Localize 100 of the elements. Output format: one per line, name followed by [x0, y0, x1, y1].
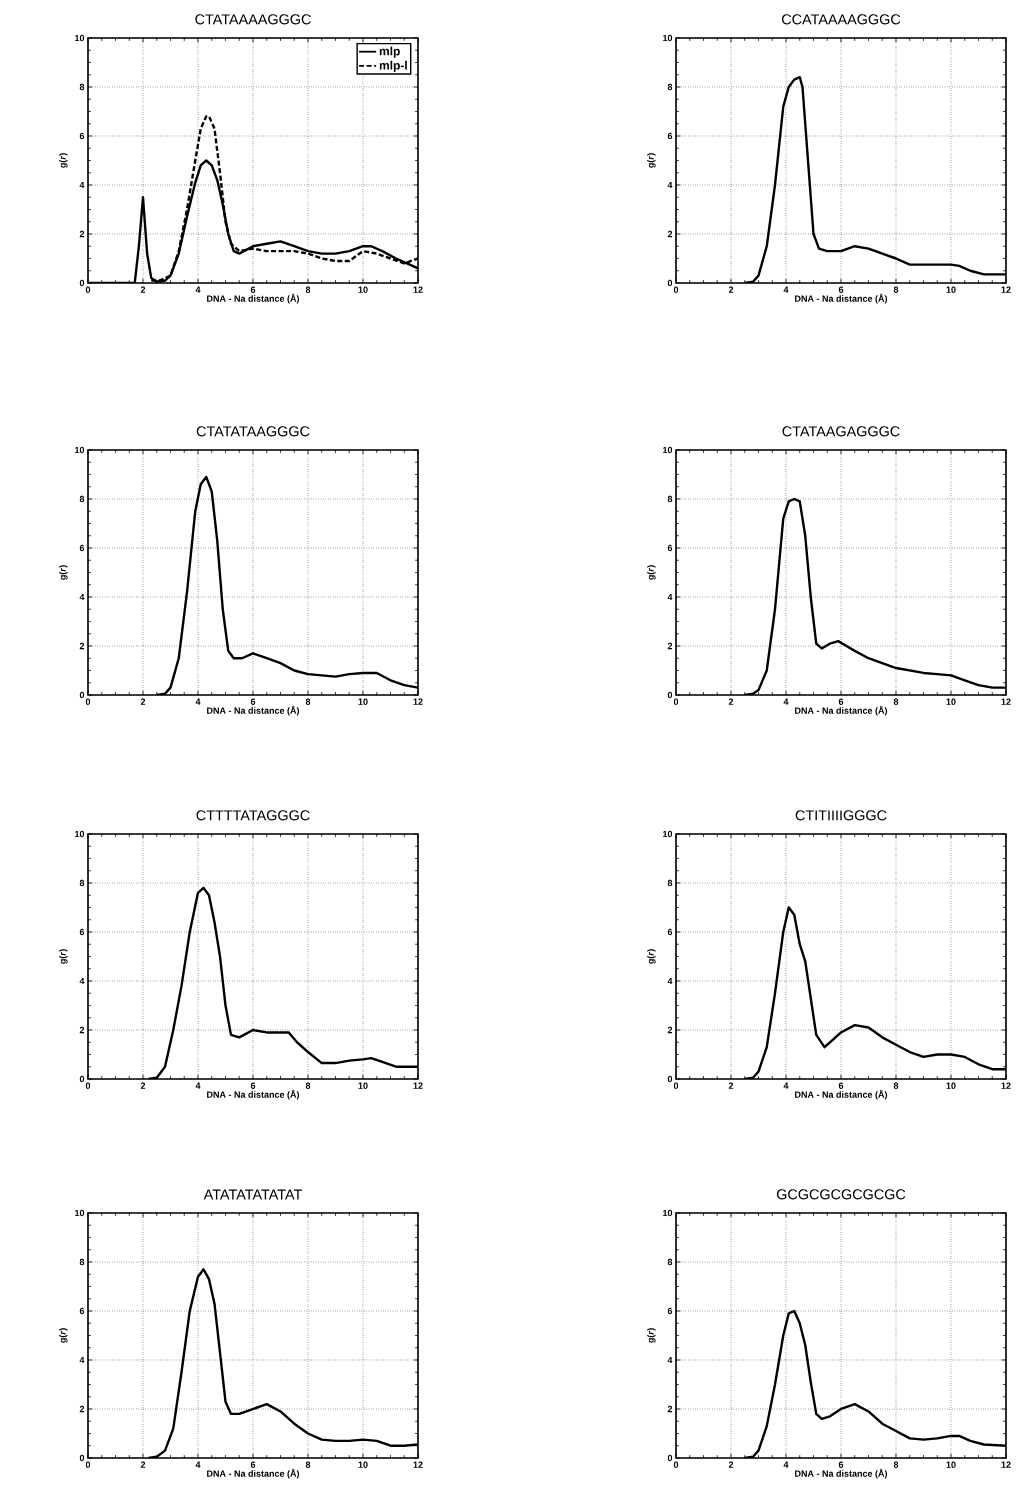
x-tick-label: 12 [413, 286, 423, 293]
y-tick-label: 10 [663, 830, 673, 838]
x-tick-label: 6 [838, 698, 844, 705]
y-tick-label: 2 [79, 230, 85, 238]
y-tick-label: 0 [79, 1454, 85, 1462]
x-tick-label: 0 [85, 286, 91, 293]
y-tick-label: 0 [79, 691, 85, 699]
x-tick-label: 6 [838, 1082, 844, 1089]
y-tick-label: 2 [79, 1026, 85, 1034]
x-tick-label: 10 [946, 698, 956, 705]
x-tick-label: 10 [358, 1082, 368, 1089]
y-tick-label: 6 [79, 132, 85, 140]
x-tick-label: 6 [250, 1461, 256, 1468]
x-tick-label: 8 [893, 286, 899, 293]
x-axis-title: DNA - Na distance (Å) [795, 1089, 888, 1100]
y-axis-title: g(r) [59, 565, 68, 580]
y-tick-label: 8 [667, 879, 673, 887]
x-tick-label: 2 [728, 698, 734, 705]
x-tick-label: 8 [305, 1461, 311, 1468]
y-tick-label: 6 [79, 544, 85, 552]
x-tick-label: 6 [250, 1082, 256, 1089]
y-tick-label: 8 [79, 1258, 85, 1266]
chart-title: CCATAAAAGGGC [781, 14, 901, 25]
y-tick-label: 10 [75, 446, 85, 454]
legend-label: mlp-l [379, 60, 407, 72]
y-tick-label: 4 [667, 977, 673, 985]
x-tick-label: 4 [195, 698, 201, 705]
y-tick-label: 8 [79, 879, 85, 887]
x-tick-label: 6 [838, 1461, 844, 1468]
chart-title: CTATATAAGGGC [196, 426, 310, 437]
x-tick-label: 8 [893, 1082, 899, 1089]
x-tick-label: 0 [85, 1461, 91, 1468]
x-tick-label: 8 [305, 698, 311, 705]
y-tick-label: 10 [75, 1209, 85, 1217]
y-tick-label: 8 [667, 495, 673, 503]
x-tick-label: 12 [413, 1461, 423, 1468]
x-tick-label: 0 [673, 698, 679, 705]
y-tick-label: 8 [667, 83, 673, 91]
x-tick-label: 0 [85, 1082, 91, 1089]
y-tick-label: 4 [79, 1356, 85, 1364]
y-tick-label: 6 [667, 1307, 673, 1315]
y-tick-label: 6 [667, 928, 673, 936]
chart-title: CTATAAGAGGGC [782, 426, 900, 437]
x-axis-title: DNA - Na distance (Å) [207, 1468, 300, 1479]
y-tick-label: 8 [79, 83, 85, 91]
y-tick-label: 0 [667, 1075, 673, 1083]
x-tick-label: 12 [413, 1082, 423, 1089]
y-tick-label: 0 [667, 279, 673, 287]
x-tick-label: 12 [1001, 286, 1011, 293]
x-tick-label: 10 [358, 698, 368, 705]
x-tick-label: 8 [305, 1082, 311, 1089]
chart-title: CTATAAAAGGGC [195, 14, 311, 25]
y-tick-label: 4 [79, 593, 85, 601]
x-tick-label: 8 [893, 1461, 899, 1468]
y-axis-title: g(r) [647, 949, 656, 964]
x-tick-label: 2 [728, 286, 734, 293]
x-tick-label: 0 [85, 698, 91, 705]
x-tick-label: 2 [140, 698, 146, 705]
x-tick-label: 12 [413, 698, 423, 705]
y-axis-title: g(r) [59, 1328, 68, 1343]
x-tick-label: 8 [305, 286, 311, 293]
x-tick-label: 12 [1001, 1082, 1011, 1089]
y-tick-label: 4 [667, 181, 673, 189]
x-tick-label: 6 [838, 286, 844, 293]
y-tick-label: 6 [79, 1307, 85, 1315]
chart-title: ATATATATATAT [203, 1189, 303, 1200]
x-tick-label: 4 [195, 1461, 201, 1468]
y-tick-label: 4 [79, 977, 85, 985]
y-tick-label: 2 [667, 1405, 673, 1413]
chart-title: GCGCGCGCGCGC [776, 1189, 906, 1200]
y-tick-label: 10 [663, 1209, 673, 1217]
y-tick-label: 0 [667, 1454, 673, 1462]
x-axis-title: DNA - Na distance (Å) [207, 705, 300, 716]
y-tick-label: 10 [663, 446, 673, 454]
y-tick-label: 10 [75, 830, 85, 838]
y-axis-title: g(r) [647, 153, 656, 168]
x-tick-label: 10 [358, 1461, 368, 1468]
x-tick-label: 6 [250, 286, 256, 293]
x-tick-label: 4 [783, 286, 789, 293]
x-tick-label: 2 [140, 286, 146, 293]
x-axis-title: DNA - Na distance (Å) [795, 705, 888, 716]
x-tick-label: 10 [358, 286, 368, 293]
y-tick-label: 0 [79, 279, 85, 287]
x-tick-label: 2 [728, 1461, 734, 1468]
y-tick-label: 4 [667, 593, 673, 601]
x-tick-label: 10 [946, 1461, 956, 1468]
y-tick-label: 4 [79, 181, 85, 189]
x-tick-label: 0 [673, 286, 679, 293]
y-tick-label: 8 [79, 495, 85, 503]
x-tick-label: 6 [250, 698, 256, 705]
x-axis-title: DNA - Na distance (Å) [795, 293, 888, 304]
x-axis-title: DNA - Na distance (Å) [207, 293, 300, 304]
y-tick-label: 4 [667, 1356, 673, 1364]
legend-label: mlp [379, 46, 400, 58]
y-tick-label: 2 [667, 1026, 673, 1034]
x-tick-label: 4 [783, 1461, 789, 1468]
x-tick-label: 0 [673, 1461, 679, 1468]
y-tick-label: 6 [667, 132, 673, 140]
x-tick-label: 12 [1001, 1461, 1011, 1468]
y-tick-label: 0 [79, 1075, 85, 1083]
